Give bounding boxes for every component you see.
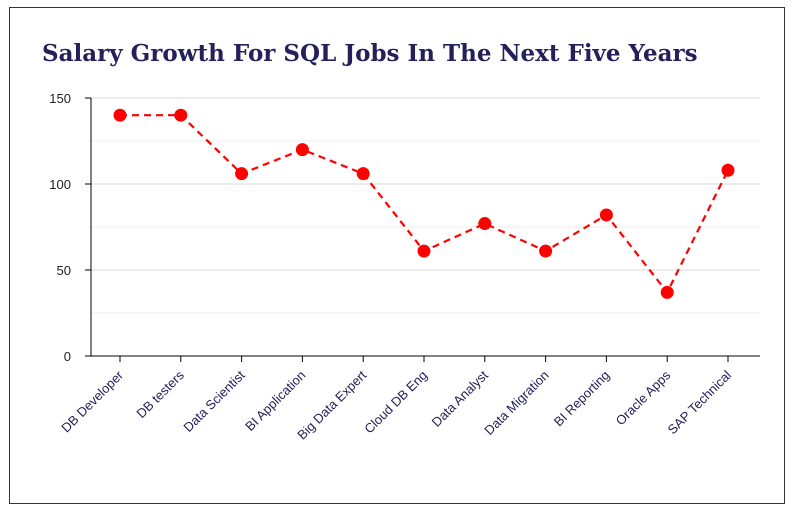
- data-point: [295, 143, 309, 157]
- gridlines: [91, 97, 760, 314]
- y-axis-ticks: 0 50 100 150: [49, 91, 91, 364]
- data-point: [721, 163, 735, 177]
- x-tick-label: Data Migration: [481, 368, 551, 438]
- x-tick-label: BI Application: [242, 368, 308, 434]
- x-tick-label: BI Reporting: [551, 368, 613, 430]
- y-tick-label: 100: [49, 177, 71, 192]
- x-tick-label: Cloud DB Eng: [361, 368, 430, 437]
- x-tick-label: Data Scientist: [180, 367, 248, 435]
- x-tick-label: DB testers: [133, 367, 187, 421]
- data-point: [113, 108, 127, 122]
- x-tick-label: Data Analyst: [429, 367, 491, 429]
- data-point: [356, 167, 370, 181]
- chart-frame: [9, 7, 785, 504]
- data-point: [174, 108, 188, 122]
- data-point: [599, 208, 613, 222]
- y-tick-label: 150: [49, 91, 71, 106]
- y-tick-label: 50: [57, 263, 71, 278]
- x-tick-label: SAP Technical: [665, 367, 735, 437]
- data-point: [235, 167, 249, 181]
- series: [113, 108, 735, 299]
- y-tick-label: 0: [64, 349, 71, 364]
- x-tick-label: DB Developer: [58, 367, 126, 435]
- data-point: [478, 217, 492, 231]
- data-point: [660, 285, 674, 299]
- chart-title: Salary Growth For SQL Jobs In The Next F…: [42, 40, 698, 67]
- data-point: [539, 244, 553, 258]
- x-tick-label: Oracle Apps: [613, 367, 674, 428]
- data-point: [417, 244, 431, 258]
- axes: [90, 98, 760, 357]
- series-line: [120, 114, 729, 295]
